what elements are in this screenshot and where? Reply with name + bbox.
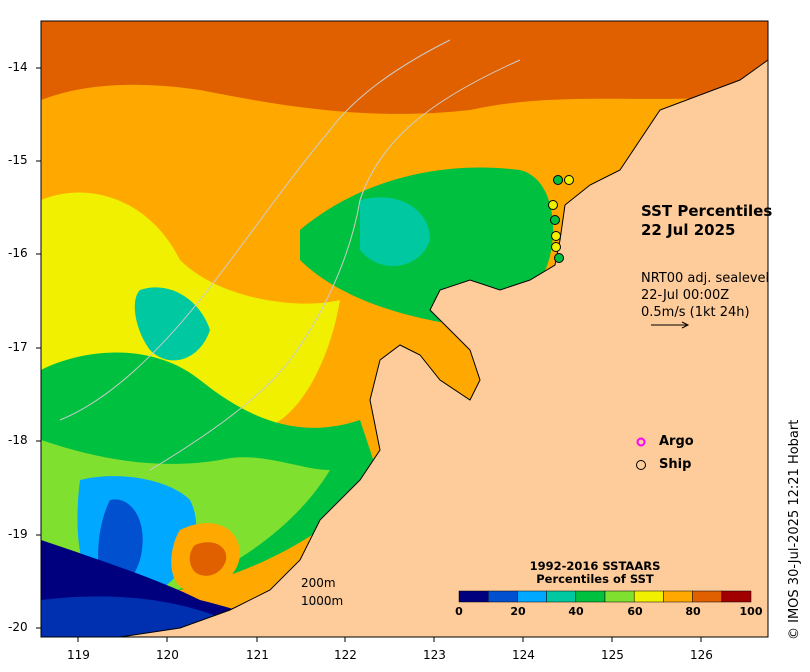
colorbar-tick: 60 <box>627 605 643 618</box>
vector-scale-arrow <box>651 321 690 329</box>
lat-label: -19 <box>8 527 28 541</box>
colorbar-tick: 0 <box>455 605 463 618</box>
vector-info-line: 22-Jul 00:00Z <box>641 288 730 303</box>
legend-argo-label: Argo <box>659 434 694 449</box>
colorbar <box>458 590 752 603</box>
lat-label: -15 <box>8 153 28 167</box>
axis-ticks <box>36 67 702 642</box>
lat-label: -17 <box>8 340 28 354</box>
colorbar-title-line1: 1992-2016 SSTAARS <box>529 559 661 573</box>
colorbar-tick: 100 <box>739 605 763 618</box>
scale-label-1000m: 1000m <box>301 594 344 608</box>
argo-symbol <box>636 437 646 447</box>
title-line2: 22 Jul 2025 <box>641 221 736 239</box>
colorbar-segment <box>663 590 693 603</box>
colorbar-segment <box>546 590 577 603</box>
ship-markers <box>548 175 574 263</box>
vector-info: NRT00 adj. sealevel 22-Jul 00:00Z 0.5m/s… <box>641 270 769 321</box>
vector-info-line: NRT00 adj. sealevel <box>641 271 770 286</box>
lon-label: 122 <box>334 648 357 662</box>
colorbar-tick: 20 <box>510 605 526 618</box>
colorbar-segment <box>692 590 723 603</box>
colorbar-title: 1992-2016 SSTAARS Percentiles of SST <box>500 560 690 586</box>
vector-info-line: 0.5m/s (1kt 24h) <box>641 305 750 320</box>
contour-1000m <box>59 39 451 421</box>
colorbar-segment <box>575 590 606 603</box>
contour-200m <box>149 59 521 471</box>
lon-label: 126 <box>690 648 713 662</box>
land-mass <box>119 59 768 637</box>
lat-label: -14 <box>8 60 28 74</box>
lon-label: 121 <box>246 648 269 662</box>
colorbar-segment <box>517 590 547 603</box>
scale-label-200m: 200m <box>301 576 336 590</box>
title-line1: SST Percentiles <box>641 202 773 220</box>
lon-label: 124 <box>512 648 535 662</box>
colorbar-segment <box>487 590 518 603</box>
colorbar-segment <box>633 590 664 603</box>
colorbar-tick: 80 <box>685 605 701 618</box>
ship-symbol <box>636 460 646 470</box>
lat-label: -18 <box>8 433 28 447</box>
lon-label: 123 <box>423 648 446 662</box>
lon-label: 120 <box>156 648 179 662</box>
colorbar-segment <box>721 590 752 603</box>
lat-label: -20 <box>8 620 28 634</box>
map-title: SST Percentiles 22 Jul 2025 <box>641 202 772 240</box>
colorbar-title-line2: Percentiles of SST <box>536 572 654 586</box>
lon-label: 119 <box>67 648 90 662</box>
colorbar-segment <box>604 590 635 603</box>
colorbar-tick: 40 <box>568 605 584 618</box>
colorbar-segment <box>458 590 489 603</box>
colorbar-ticks: 0 20 40 60 80 100 <box>449 605 762 621</box>
map-frame <box>40 20 769 638</box>
lat-label: -16 <box>8 246 28 260</box>
lon-label: 125 <box>601 648 624 662</box>
credit-text: © IMOS 30-Jul-2025 12:21 Hobart <box>787 419 802 640</box>
legend-ship-label: Ship <box>659 457 692 472</box>
